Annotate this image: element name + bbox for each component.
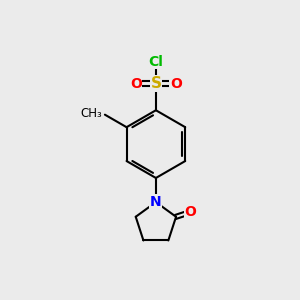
Text: N: N xyxy=(150,195,162,209)
Text: Cl: Cl xyxy=(148,55,163,69)
Text: S: S xyxy=(150,76,161,91)
Text: CH₃: CH₃ xyxy=(81,107,103,120)
Text: O: O xyxy=(170,77,182,91)
Text: O: O xyxy=(185,205,197,219)
Text: O: O xyxy=(130,77,142,91)
